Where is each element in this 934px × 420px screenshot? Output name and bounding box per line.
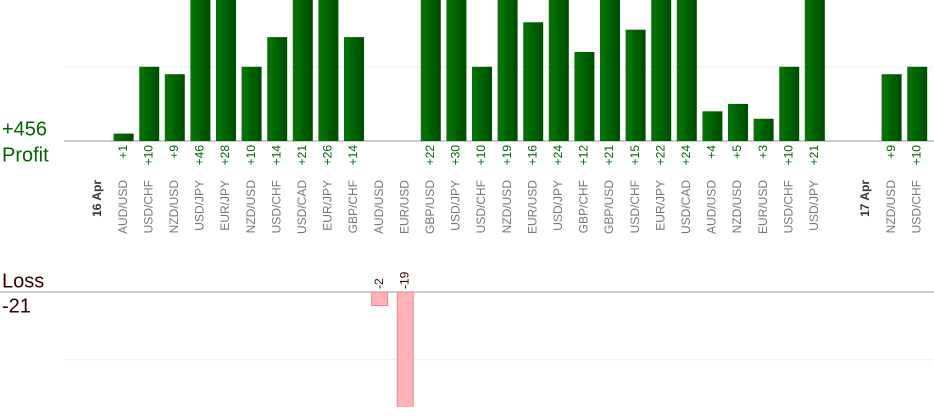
- profit-bar: [548, 0, 569, 141]
- value-label: +26: [321, 145, 335, 166]
- profit-bar: [216, 0, 236, 141]
- profit-bar: [625, 29, 646, 141]
- profit-bar: [292, 0, 313, 141]
- value-label: +19: [500, 145, 514, 166]
- profit-bar: [702, 111, 723, 141]
- profit-bar: [753, 118, 774, 141]
- value-label: +14: [269, 145, 283, 166]
- profit-bar: [318, 0, 339, 141]
- value-label: +10: [781, 145, 795, 166]
- profit-bar: [267, 37, 288, 141]
- x-tick-label: USD/JPY: [193, 180, 207, 231]
- value-label: +3: [756, 145, 770, 159]
- profit-bar: [139, 66, 160, 141]
- x-tick-label: EUR/JPY: [653, 180, 667, 231]
- loss-bars: [371, 292, 414, 407]
- value-label: -2: [372, 278, 386, 289]
- profit-bar: [523, 22, 544, 141]
- profit-bars: [113, 0, 928, 141]
- profit-bar: [676, 0, 697, 141]
- profit-bar: [779, 66, 800, 141]
- profit-bar: [651, 0, 672, 141]
- x-tick-label: EUR/JPY: [218, 180, 232, 231]
- value-label: +21: [807, 145, 821, 166]
- x-tick-label: USD/JPY: [449, 180, 463, 231]
- x-tick-label: USD/CAD: [295, 180, 309, 234]
- value-label: +9: [884, 145, 898, 159]
- x-tick-label: USD/CHF: [781, 180, 795, 233]
- value-label: +16: [525, 145, 539, 166]
- x-tick-label: NZD/USD: [167, 180, 181, 234]
- value-label: +24: [679, 145, 693, 166]
- value-label: +30: [449, 145, 463, 166]
- value-label: +10: [474, 145, 488, 166]
- x-tick-label: AUD/USD: [116, 180, 130, 234]
- profit-bar: [472, 66, 492, 141]
- profit-bar: [574, 51, 595, 141]
- x-tick-label: NZD/USD: [730, 180, 744, 234]
- x-tick-label: GBP/USD: [423, 180, 437, 234]
- profit-bar: [113, 133, 134, 141]
- value-label: +14: [346, 145, 360, 166]
- value-label: +5: [730, 145, 744, 159]
- x-tick-label: EUR/USD: [756, 180, 770, 234]
- x-tick-label: USD/CHF: [474, 180, 488, 233]
- x-tick-label: NZD/USD: [500, 180, 514, 234]
- x-tick-label: USD/JPY: [551, 180, 565, 231]
- loss-label: Loss: [2, 270, 44, 292]
- x-tick-label: GBP/USD: [602, 180, 616, 234]
- value-label: +1: [116, 145, 130, 159]
- profit-bar: [728, 103, 748, 141]
- profit-bar: [907, 66, 928, 141]
- date-label: 17 Apr: [858, 180, 872, 217]
- loss-bar: [396, 292, 414, 407]
- x-tick-label: NZD/USD: [884, 180, 898, 234]
- date-label: 16 Apr: [90, 180, 104, 217]
- profit-bar: [446, 0, 467, 141]
- value-label: +12: [577, 145, 591, 166]
- profit-bar: [881, 74, 902, 141]
- profit-bar: [344, 37, 364, 141]
- value-label: +21: [295, 145, 309, 166]
- profit-bar: [804, 0, 825, 141]
- profit-bar: [190, 0, 211, 141]
- x-tick-label: USD/CHF: [628, 180, 642, 233]
- value-label: -19: [397, 271, 411, 289]
- profit-total: +456: [2, 118, 47, 140]
- x-tick-label: EUR/USD: [397, 180, 411, 234]
- value-label: +15: [628, 145, 642, 166]
- profit-bar: [420, 0, 441, 141]
- x-tick-label: GBP/CHF: [577, 180, 591, 233]
- profit-bar: [497, 0, 518, 141]
- x-tick-label: EUR/JPY: [321, 180, 335, 231]
- x-tick-label: USD/CHF: [141, 180, 155, 233]
- value-label: +21: [602, 145, 616, 166]
- x-tick-label: AUD/USD: [705, 180, 719, 234]
- x-tick-label: USD/JPY: [807, 180, 821, 231]
- loss-total: -21: [2, 295, 31, 317]
- x-tick-label: USD/CAD: [679, 180, 693, 234]
- x-tick-label: GBP/CHF: [346, 180, 360, 233]
- profit-bar: [241, 66, 262, 141]
- value-label: +9: [167, 145, 181, 159]
- profit-bar: [600, 0, 620, 141]
- loss-bar: [371, 292, 389, 307]
- x-tick-label: AUD/USD: [372, 180, 386, 234]
- profit-label: Profit: [2, 144, 49, 166]
- value-label: +10: [244, 145, 258, 166]
- value-label: +24: [551, 145, 565, 166]
- value-label: +28: [218, 145, 232, 166]
- x-tick-label: USD/CHF: [909, 180, 923, 233]
- value-label: +22: [653, 145, 667, 166]
- x-tick-label: NZD/USD: [244, 180, 258, 234]
- value-label: +22: [423, 145, 437, 166]
- profit-bar: [164, 74, 185, 141]
- x-tick-label: EUR/USD: [525, 180, 539, 234]
- value-label: +10: [141, 145, 155, 166]
- value-label: +46: [193, 145, 207, 166]
- value-label: +10: [909, 145, 923, 166]
- value-label: +4: [705, 145, 719, 159]
- x-tick-label: USD/CHF: [269, 180, 283, 233]
